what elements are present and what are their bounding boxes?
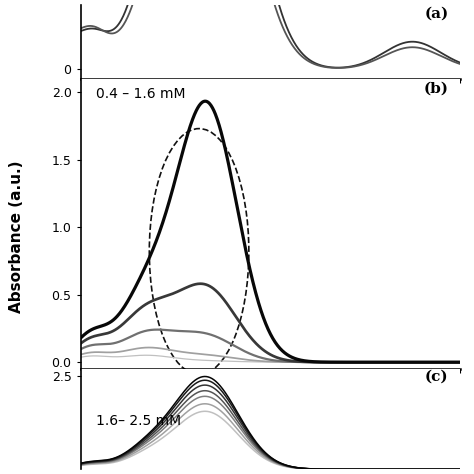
Text: 0.4 – 1.6 mM: 0.4 – 1.6 mM: [96, 87, 185, 101]
Text: Absorbance (a.u.): Absorbance (a.u.): [9, 161, 24, 313]
Text: 1.6– 2.5 mM: 1.6– 2.5 mM: [96, 414, 181, 428]
Text: (a): (a): [424, 6, 448, 20]
Text: (b): (b): [423, 82, 448, 96]
Text: (c): (c): [425, 370, 448, 384]
